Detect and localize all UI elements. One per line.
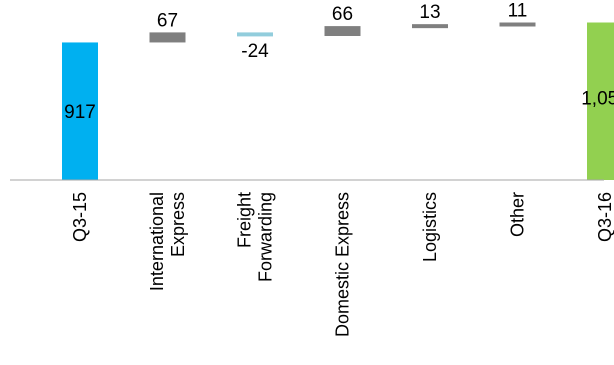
category-label: InternationalExpress <box>147 192 188 291</box>
category-label-line: Forwarding <box>256 192 276 282</box>
value-label: 13 <box>419 2 440 23</box>
category-label-line: Freight <box>235 192 255 248</box>
value-labels: 917 67 -24 66 13 11 1,050 <box>64 1 614 124</box>
category-label: Logistics <box>420 192 440 262</box>
value-label: 1,050 <box>581 88 614 109</box>
bar-delta-5 <box>499 22 536 27</box>
category-label-line: International <box>147 192 167 291</box>
bar-total-end <box>587 22 614 180</box>
bar-delta-1 <box>149 32 186 43</box>
category-label-line: Logistics <box>420 192 440 262</box>
value-label: 67 <box>157 10 178 31</box>
bar-delta-4 <box>412 24 448 29</box>
category-label-line: Express <box>168 192 188 257</box>
category-label: Q3-15 <box>70 192 90 242</box>
category-label-line: Other <box>508 192 528 237</box>
bar-delta-2 <box>237 32 273 37</box>
category-label-line: Q3-16 <box>595 192 614 242</box>
category-label: Q3-16 <box>595 192 614 242</box>
value-label: 66 <box>332 4 353 25</box>
category-label: FreightForwarding <box>235 192 276 282</box>
category-label-line: Q3-15 <box>70 192 90 242</box>
category-label-line: Domestic Express <box>333 192 353 337</box>
category-label: Other <box>508 192 528 237</box>
value-label: 11 <box>508 1 528 22</box>
category-labels: Q3-15 InternationalExpress FreightForwardi… <box>70 192 614 337</box>
value-label: -24 <box>241 41 269 62</box>
bar-total-start <box>62 42 98 181</box>
bar-delta-3 <box>324 26 361 36</box>
category-label: Domestic Express <box>333 192 353 337</box>
value-label: 917 <box>64 102 96 123</box>
chart-bars <box>62 22 614 181</box>
